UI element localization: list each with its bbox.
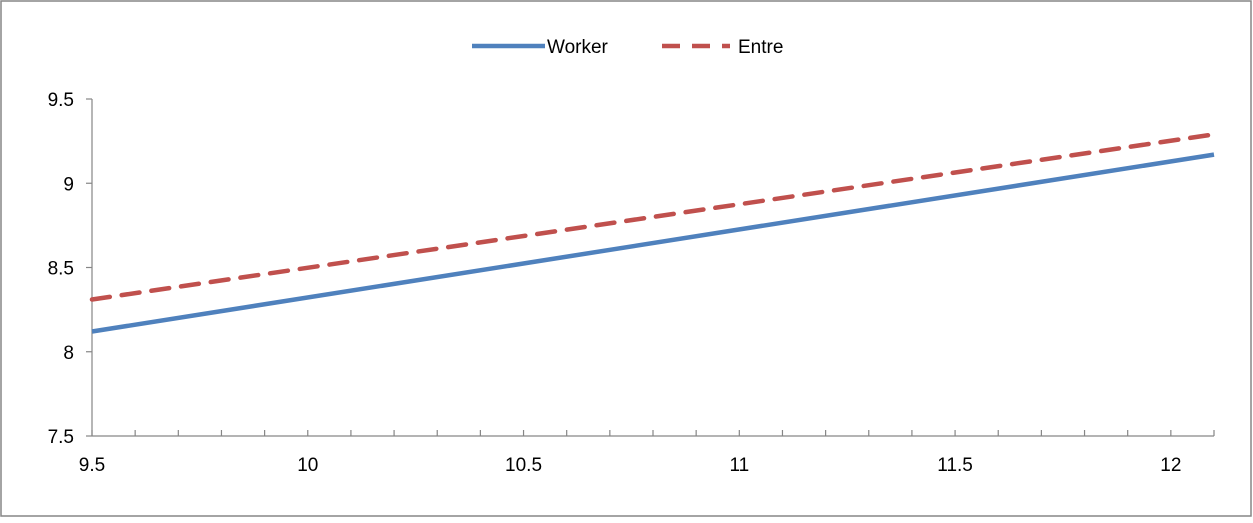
x-tick-label: 9.5	[79, 455, 105, 476]
y-tick-label: 8.5	[48, 259, 74, 280]
x-tick-label: 10	[297, 455, 318, 476]
y-tick-label: 9	[63, 174, 74, 195]
x-tick-label: 10.5	[505, 455, 542, 476]
series-line-worker	[91, 152, 1215, 334]
x-tick-label: 11.5	[937, 455, 973, 476]
x-tick-label: 11	[729, 455, 749, 476]
legend: Worker Entre	[472, 37, 783, 58]
x-tick-label: 12	[1160, 455, 1181, 476]
legend-label-entre: Entre	[738, 37, 783, 58]
y-tick-label: 9.5	[48, 90, 74, 111]
y-tick-label: 7.5	[48, 427, 74, 448]
series-line-entre	[89, 132, 1217, 302]
legend-label-worker: Worker	[547, 37, 609, 58]
y-tick-label: 8	[63, 343, 74, 364]
